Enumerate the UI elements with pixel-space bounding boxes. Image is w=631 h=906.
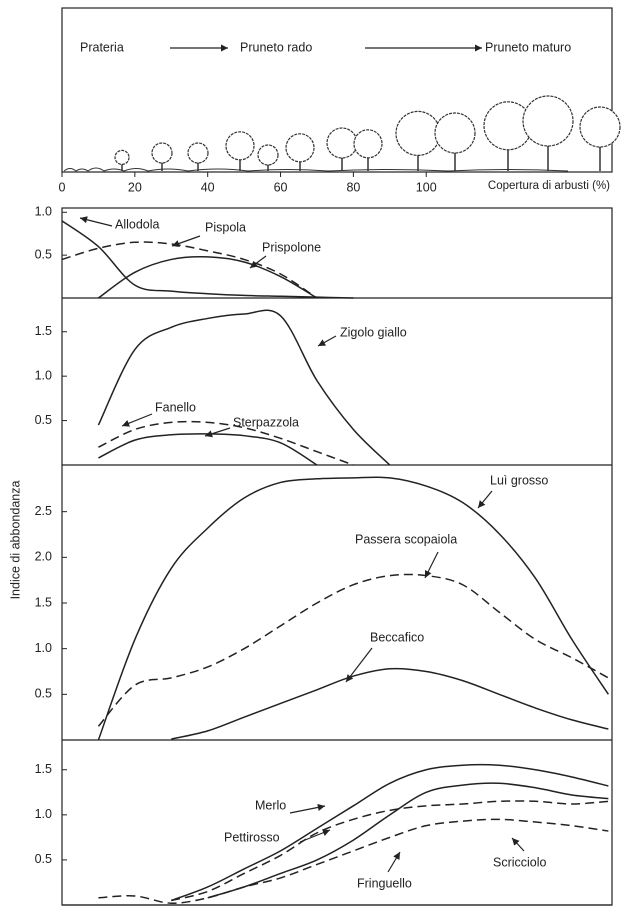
series-label: Prispolone — [262, 240, 321, 254]
tree-crown — [353, 129, 383, 159]
series-line — [171, 800, 609, 902]
y-tick-label: 1.0 — [35, 368, 52, 382]
y-tick-label: 2.5 — [35, 504, 52, 518]
series-line — [97, 255, 318, 299]
arrow — [345, 647, 373, 683]
series-line — [171, 763, 609, 902]
series-label: Fanello — [155, 400, 196, 414]
tree-crown — [114, 149, 130, 165]
grass — [63, 167, 569, 172]
x-tick-label: 60 — [274, 180, 288, 194]
arrow — [204, 427, 231, 438]
y-tick-label: 2.0 — [35, 550, 52, 564]
series-label: Fringuello — [357, 876, 412, 890]
illustration-frame — [61, 7, 613, 173]
y-tick-label: 1.5 — [35, 324, 52, 338]
stage-label: Pruneto maturo — [485, 40, 571, 54]
series-label: Beccafico — [370, 630, 424, 644]
x-tick-label: 0 — [59, 180, 66, 194]
y-tick-label: 0.5 — [35, 852, 52, 866]
x-tick-label: 20 — [128, 180, 142, 194]
stage-label: Prateria — [80, 40, 124, 54]
arrow — [79, 216, 113, 227]
y-tick-label: 1.0 — [35, 807, 52, 821]
tree-crown — [225, 131, 255, 161]
series-line — [98, 818, 609, 904]
arrow — [424, 551, 439, 579]
series-line — [98, 420, 354, 466]
arrow — [171, 235, 201, 247]
x-tick-label: 100 — [416, 180, 437, 194]
y-tick-label: 1.0 — [35, 205, 52, 219]
x-tick-label: 40 — [201, 180, 215, 194]
illustration — [63, 95, 621, 172]
arrow — [317, 335, 337, 347]
arrow — [289, 803, 326, 814]
y-tick-label: 0.5 — [35, 247, 52, 261]
series-label: Scricciolo — [493, 855, 547, 869]
tree-crown — [187, 142, 209, 164]
x-tick-label: 80 — [346, 180, 360, 194]
series-line — [98, 433, 318, 466]
arrow — [511, 837, 525, 852]
arrow — [249, 255, 267, 269]
series-line — [61, 220, 354, 299]
arrow — [477, 490, 493, 509]
series-line — [171, 667, 609, 740]
stage-label: Pruneto rado — [240, 40, 312, 54]
y-tick-label: 0.5 — [35, 413, 52, 427]
series-label: Pettirosso — [224, 830, 280, 844]
y-tick-label: 1.5 — [35, 595, 52, 609]
tree-crown — [579, 106, 621, 148]
arrow — [299, 829, 331, 843]
y-tick-label: 0.5 — [35, 687, 52, 701]
x-axis-label: Copertura di arbusti (%) — [488, 180, 610, 192]
series-line — [97, 573, 609, 727]
series-label: Zigolo giallo — [340, 325, 407, 339]
tree-crown — [151, 142, 173, 164]
series-label: Sterpazzola — [233, 415, 299, 429]
arrow — [121, 413, 153, 427]
series-label: Pispola — [205, 220, 246, 234]
series-line — [61, 241, 318, 299]
series-line — [97, 476, 609, 741]
y-tick-label: 1.5 — [35, 762, 52, 776]
tree-crown — [395, 110, 441, 156]
tree-crown — [285, 133, 315, 163]
series-label: Merlo — [255, 798, 286, 812]
series-label: Allodola — [115, 217, 160, 231]
tree-crown — [326, 127, 358, 159]
arrow — [387, 851, 401, 873]
series-line — [97, 309, 391, 466]
y-tick-label: 1.0 — [35, 641, 52, 655]
tree-crown — [434, 112, 476, 154]
series-label: Passera scopaiola — [355, 532, 457, 546]
series-line — [207, 782, 609, 899]
y-axis-label: Indice di abbondanza — [8, 481, 22, 600]
series-label: Luì grosso — [490, 473, 548, 487]
tree-crown — [257, 144, 279, 166]
tree-crown — [522, 95, 574, 147]
